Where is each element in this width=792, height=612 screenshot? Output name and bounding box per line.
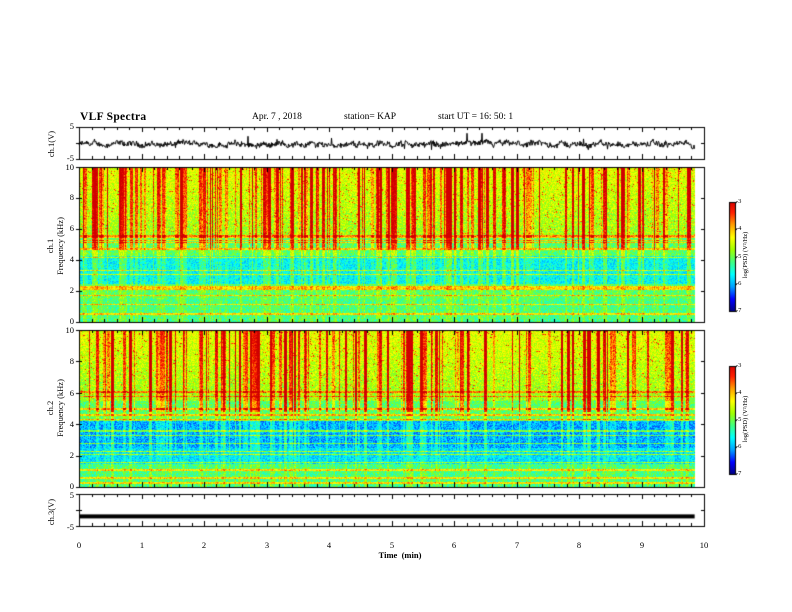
cb1-tick-m3: -3	[736, 198, 742, 205]
spec1-ylabel-frequency: Frequency (kHz)	[55, 217, 65, 275]
xtick-8: 8	[576, 540, 582, 550]
spec1-ytick-8: 8	[69, 192, 74, 202]
xtick-0: 0	[76, 540, 82, 550]
xtick-9: 9	[639, 540, 645, 550]
ch3-ytick-top: 5	[69, 490, 74, 500]
spec1-ytick-2: 2	[69, 285, 74, 295]
xtick-1: 1	[139, 540, 145, 550]
xtick-2: 2	[201, 540, 207, 550]
x-axis-title: Time (min)	[378, 550, 422, 560]
ch1-waveform-ylabel: ch.1(V)	[46, 130, 56, 158]
xtick-4: 4	[326, 540, 332, 550]
spec2-ytick-6: 6	[69, 388, 74, 398]
xtick-3: 3	[264, 540, 270, 550]
spec1-ytick-6: 6	[69, 223, 74, 233]
spec1-ytick-0: 0	[69, 316, 74, 326]
spec2-ylabel-frequency: Frequency (kHz)	[55, 379, 65, 437]
station-label: station= KAP	[344, 112, 397, 122]
cb2-label: log(PSD) (V²/Hz)	[742, 395, 749, 443]
xtick-10: 10	[699, 540, 709, 550]
spec1-ytick-4: 4	[69, 254, 74, 264]
start-ut-label: start UT = 16: 50: 1	[438, 112, 514, 122]
spec2-ytick-8: 8	[69, 356, 74, 366]
cb1-tick-m4: -4	[736, 225, 742, 232]
xtick-5: 5	[389, 540, 395, 550]
ch1-ytick-top: 5	[69, 121, 74, 131]
cb2-tick-m7: -7	[736, 470, 742, 477]
cb1-tick-m7: -7	[736, 307, 742, 314]
cb1-tick-m5: -5	[736, 253, 742, 260]
xtick-7: 7	[514, 540, 520, 550]
spec2-ytick-0: 0	[69, 481, 74, 491]
cb1-label: log(PSD) (V²/Hz)	[742, 231, 749, 279]
cb2-tick-m6: -6	[736, 443, 742, 450]
cb2-tick-m4: -4	[736, 389, 742, 396]
ch3-waveform-ylabel: ch.3(V)	[46, 498, 56, 526]
date-label: Apr. 7 , 2018	[252, 112, 302, 122]
spec2-ytick-2: 2	[69, 450, 74, 460]
ch3-ytick-bottom: -5	[66, 522, 74, 532]
spec2-ytick-10: 10	[65, 325, 75, 335]
cb1-tick-m6: -6	[736, 280, 742, 287]
spec2-ytick-4: 4	[69, 419, 74, 429]
xtick-6: 6	[451, 540, 457, 550]
cb2-tick-m3: -3	[736, 362, 742, 369]
cb2-tick-m5: -5	[736, 416, 742, 423]
ch1-ytick-bottom: -5	[66, 153, 74, 163]
spec1-ytick-10: 10	[65, 162, 75, 172]
figure-title: VLF Spectra	[80, 111, 147, 123]
